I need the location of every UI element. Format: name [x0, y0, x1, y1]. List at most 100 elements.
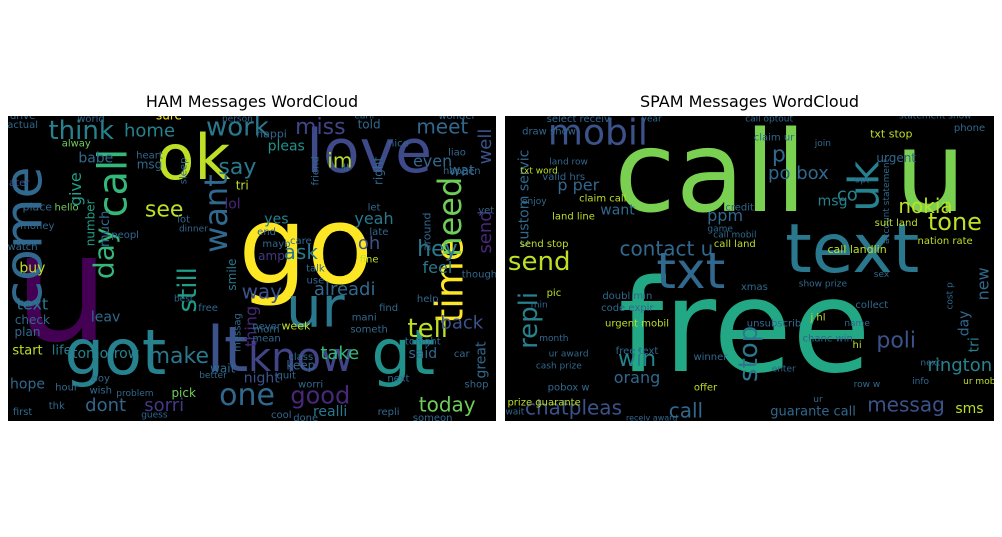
- word-spam-52: account statement: [882, 158, 892, 244]
- word-spam-11: nokia: [898, 194, 952, 218]
- word-ham-20: want: [197, 174, 235, 253]
- word-ham-112: tonight: [405, 337, 441, 348]
- word-spam-28: guarante call: [770, 404, 856, 419]
- word-ham-96: quit: [277, 370, 296, 381]
- word-ham-122: repli: [378, 407, 400, 418]
- word-ham-121: someon: [413, 413, 453, 421]
- word-ham-99: done: [293, 413, 318, 421]
- word-spam-75: info: [912, 377, 929, 387]
- word-spam-67: enjoy: [522, 197, 547, 207]
- word-ham-17: home: [124, 120, 175, 141]
- word-ham-8: ur: [286, 275, 345, 340]
- word-ham-39: yeah: [354, 209, 393, 228]
- word-ham-81: msg: [137, 157, 163, 171]
- word-ham-10: time: [428, 238, 472, 324]
- word-ham-129: first: [13, 407, 33, 418]
- word-ham-83: thing: [242, 306, 261, 347]
- word-spam-89: ur: [813, 395, 823, 405]
- word-ham-119: thought: [462, 270, 496, 281]
- word-ham-18: say: [218, 155, 256, 180]
- word-spam-38: valid hrs: [542, 172, 585, 183]
- word-ham-93: never: [252, 321, 282, 332]
- word-ham-79: told: [358, 118, 381, 132]
- word-spam-26: tri: [966, 337, 982, 352]
- word-spam-40: doubl min: [602, 291, 652, 302]
- word-ham-87: end: [257, 227, 276, 238]
- word-ham-19: tell: [407, 314, 448, 344]
- word-ham-26: make: [149, 344, 209, 369]
- word-ham-77: world: [77, 116, 105, 125]
- word-ham-127: wish: [89, 386, 112, 397]
- word-ham-53: pleas: [268, 139, 305, 155]
- word-ham-21: day: [88, 228, 121, 280]
- word-ham-104: friend: [310, 156, 321, 185]
- word-ham-94: messag: [232, 313, 243, 352]
- word-spam-51: show prize: [799, 279, 848, 289]
- word-ham-6: lt: [207, 313, 249, 386]
- word-ham-62: check: [15, 313, 50, 327]
- word-ham-113: happen: [443, 166, 481, 177]
- spam-title: SPAM Messages WordCloud: [640, 92, 859, 111]
- word-spam-78: name: [844, 319, 870, 329]
- word-ham-56: lol: [224, 196, 240, 212]
- word-ham-84: smile: [225, 259, 239, 291]
- word-spam-54: suit land: [875, 218, 918, 229]
- word-ham-9: know: [248, 335, 354, 381]
- word-ham-88: mayb: [262, 239, 290, 250]
- word-ham-66: keep: [286, 359, 315, 373]
- word-ham-32: well: [475, 129, 496, 165]
- word-spam-77: hi: [853, 340, 862, 351]
- word-spam-3: text: [785, 210, 919, 289]
- word-spam-15: messag: [867, 392, 945, 416]
- word-ham-110: earli: [354, 116, 374, 122]
- word-ham-30: back: [440, 312, 483, 333]
- word-ham-7: gt: [371, 316, 435, 389]
- word-ham-42: even: [413, 151, 452, 170]
- word-ham-13: think: [48, 116, 113, 146]
- word-spam-79: sex: [874, 270, 890, 280]
- word-spam-4: txt: [656, 242, 725, 300]
- word-ham-138: tri: [236, 179, 249, 193]
- word-spam-64: call optout: [745, 116, 793, 125]
- word-spam-87: row w: [854, 380, 881, 390]
- word-ham-134: free: [198, 303, 218, 314]
- word-spam-59: txt word: [521, 166, 558, 176]
- word-spam-24: new: [974, 267, 993, 300]
- word-ham-55: said: [408, 346, 437, 362]
- word-ham-130: guess: [141, 410, 168, 420]
- word-spam-45: prize guarante: [507, 398, 580, 409]
- word-spam-42: free text: [616, 346, 659, 357]
- word-spam-36: send stop: [520, 239, 569, 250]
- word-ham-57: wat: [449, 163, 475, 179]
- word-ham-98: cool: [271, 410, 292, 421]
- word-ham-69: place: [22, 201, 52, 214]
- word-ham-4: come: [8, 166, 55, 309]
- word-spam-86: j hl: [809, 312, 825, 323]
- word-ham-15: miss: [295, 116, 345, 140]
- word-ham-106: let: [368, 203, 381, 214]
- word-spam-63: year: [642, 116, 662, 125]
- word-ham-128: thk: [49, 401, 65, 412]
- word-spam-0: call: [614, 116, 806, 238]
- word-ham-101: mani: [352, 312, 377, 323]
- word-ham-124: person: [222, 116, 253, 125]
- word-ham-60: wait: [210, 362, 236, 376]
- word-ham-50: life: [52, 343, 72, 358]
- word-spam-66: game: [707, 224, 733, 234]
- word-spam-6: uk: [839, 160, 888, 212]
- word-ham-29: today: [419, 392, 476, 416]
- word-ham-24: one: [219, 378, 275, 413]
- word-ham-61: plan: [15, 325, 41, 339]
- word-ham-115: around: [421, 213, 434, 252]
- word-ham-71: money: [20, 221, 54, 232]
- word-spam-17: poli: [876, 329, 916, 354]
- word-ham-132: better: [199, 371, 227, 381]
- word-ham-137: sleep: [179, 158, 190, 185]
- word-spam-12: contact u: [619, 237, 713, 261]
- word-spam-72: wait: [505, 407, 524, 417]
- word-spam-23: orang: [614, 368, 660, 387]
- word-spam-88: enter: [772, 365, 796, 375]
- word-ham-108: find: [379, 303, 398, 314]
- word-ham-80: wonder: [438, 116, 476, 122]
